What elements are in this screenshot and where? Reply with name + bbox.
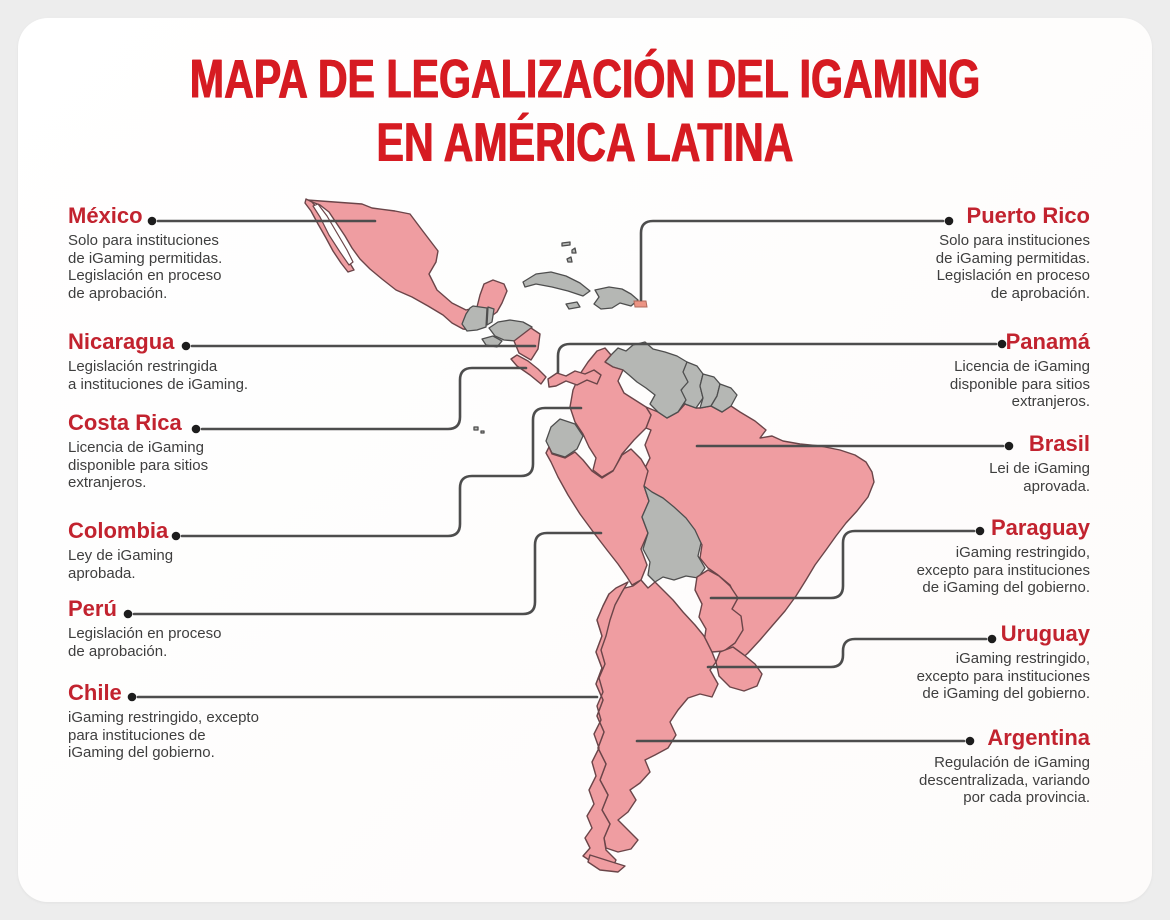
map-connectors bbox=[132, 219, 1005, 743]
callout-mexico-desc: Solo para instituciones de iGaming permi… bbox=[68, 232, 223, 302]
callout-costa-rica-desc: Licencia de iGaming disponible para siti… bbox=[68, 439, 209, 492]
country-costa-rica bbox=[510, 354, 547, 385]
country-el-salvador bbox=[481, 335, 503, 348]
callout-uruguay-name: Uruguay bbox=[1000, 621, 1090, 646]
callout-colombia-desc: Ley de iGaming aprobada. bbox=[68, 547, 174, 582]
country-cuba bbox=[522, 271, 591, 297]
dot-colombia bbox=[171, 531, 181, 541]
dot-peru bbox=[123, 609, 133, 619]
callout-costa-rica: Costa Rica Licencia de iGaming disponibl… bbox=[68, 410, 308, 492]
dot-uruguay bbox=[987, 634, 997, 644]
callout-argentina: Argentina Regulación de iGaming descentr… bbox=[850, 725, 1090, 807]
callout-brasil: Brasil Lei de iGaming aprovada. bbox=[850, 431, 1090, 495]
callout-argentina-desc: Regulación de iGaming descentralizada, v… bbox=[919, 754, 1090, 807]
country-nicaragua bbox=[513, 327, 541, 361]
dot-argentina bbox=[965, 736, 975, 746]
country-ecuador bbox=[545, 418, 584, 458]
callout-uruguay-desc: iGaming restringido, excepto para instit… bbox=[916, 650, 1090, 703]
callout-nicaragua-desc: Legislación restringida a instituciones … bbox=[68, 358, 249, 393]
callout-mexico-name: México bbox=[68, 203, 143, 228]
callout-colombia-name: Colombia bbox=[68, 518, 169, 543]
country-puerto-rico bbox=[633, 300, 648, 308]
connector-costa-rica bbox=[200, 366, 528, 431]
title-line-1: MAPA DE LEGALIZACIÓN DEL IGAMING bbox=[189, 49, 981, 110]
title-line-2: EN AMÉRICA LATINA bbox=[376, 112, 794, 174]
callout-argentina-name: Argentina bbox=[987, 725, 1090, 750]
callout-peru-desc: Legislación en proceso de aprobación. bbox=[68, 625, 222, 660]
callout-peru-name: Perú bbox=[68, 596, 117, 621]
dot-brasil bbox=[1004, 441, 1014, 451]
country-bolivia bbox=[641, 485, 706, 583]
callout-brasil-desc: Lei de iGaming aprovada. bbox=[989, 460, 1090, 495]
dot-nicaragua bbox=[181, 341, 191, 351]
map-countries bbox=[304, 198, 875, 873]
callout-chile: Chile iGaming restringido, excepto para … bbox=[68, 680, 308, 762]
infographic-title: MAPA DE LEGALIZACIÓN DEL IGAMING EN AMÉRI… bbox=[94, 48, 1077, 176]
callout-puerto-rico-desc: Solo para instituciones de iGaming permi… bbox=[935, 232, 1090, 302]
callout-brasil-name: Brasil bbox=[1028, 431, 1090, 456]
callout-nicaragua-name: Nicaragua bbox=[68, 329, 175, 354]
islands-bahamas bbox=[561, 241, 577, 263]
map-dots bbox=[123, 216, 1014, 746]
infographic-card bbox=[18, 18, 1152, 902]
callout-colombia: Colombia Ley de iGaming aprobada. bbox=[68, 518, 308, 582]
country-paraguay bbox=[694, 569, 744, 653]
connector-puerto-rico bbox=[639, 219, 945, 302]
tierra-del-fuego bbox=[587, 854, 626, 873]
callout-panama-name: Panamá bbox=[1005, 329, 1090, 354]
dot-panama bbox=[997, 339, 1007, 349]
callout-panama-desc: Licencia de iGaming disponible para siti… bbox=[949, 358, 1090, 411]
country-panama bbox=[547, 369, 602, 388]
callout-costa-rica-name: Costa Rica bbox=[68, 410, 182, 435]
country-uruguay bbox=[715, 646, 763, 692]
callout-paraguay-name: Paraguay bbox=[990, 515, 1090, 540]
gulf-of-california bbox=[312, 203, 354, 266]
country-guatemala bbox=[461, 305, 488, 332]
callout-puerto-rico: Puerto Rico Solo para instituciones de i… bbox=[850, 203, 1090, 302]
callout-paraguay-desc: iGaming restringido, excepto para instit… bbox=[916, 544, 1090, 597]
callout-chile-name: Chile bbox=[68, 680, 122, 705]
connector-colombia bbox=[180, 406, 583, 538]
dot-puerto-rico bbox=[944, 216, 954, 226]
connector-paraguay bbox=[709, 529, 976, 600]
connector-uruguay bbox=[706, 637, 988, 669]
dot-costa-rica bbox=[191, 424, 201, 434]
connector-peru bbox=[132, 531, 603, 616]
dot-chile bbox=[127, 692, 137, 702]
island-hispaniola bbox=[593, 286, 639, 310]
callout-chile-desc: iGaming restringido, excepto para instit… bbox=[68, 709, 259, 762]
country-french-guiana bbox=[710, 383, 738, 413]
callout-nicaragua: Nicaragua Legislación restringida a inst… bbox=[68, 329, 308, 393]
callout-puerto-rico-name: Puerto Rico bbox=[966, 203, 1090, 228]
country-argentina bbox=[595, 579, 719, 853]
islands-galapagos bbox=[473, 426, 485, 434]
callout-uruguay: Uruguay iGaming restringido, excepto par… bbox=[850, 621, 1090, 703]
callout-peru: Perú Legislación en proceso de aprobació… bbox=[68, 596, 308, 660]
country-mexico bbox=[306, 199, 508, 331]
callout-panama: Panamá Licencia de iGaming disponible pa… bbox=[850, 329, 1090, 411]
country-venezuela bbox=[604, 341, 689, 419]
callout-mexico: México Solo para instituciones de iGamin… bbox=[68, 203, 308, 302]
connector-panama bbox=[556, 342, 998, 374]
country-belize bbox=[486, 306, 495, 326]
country-jamaica bbox=[565, 301, 581, 310]
callout-paraguay: Paraguay iGaming restringido, excepto pa… bbox=[850, 515, 1090, 597]
dot-paraguay bbox=[975, 526, 985, 536]
dot-mexico bbox=[147, 216, 157, 226]
